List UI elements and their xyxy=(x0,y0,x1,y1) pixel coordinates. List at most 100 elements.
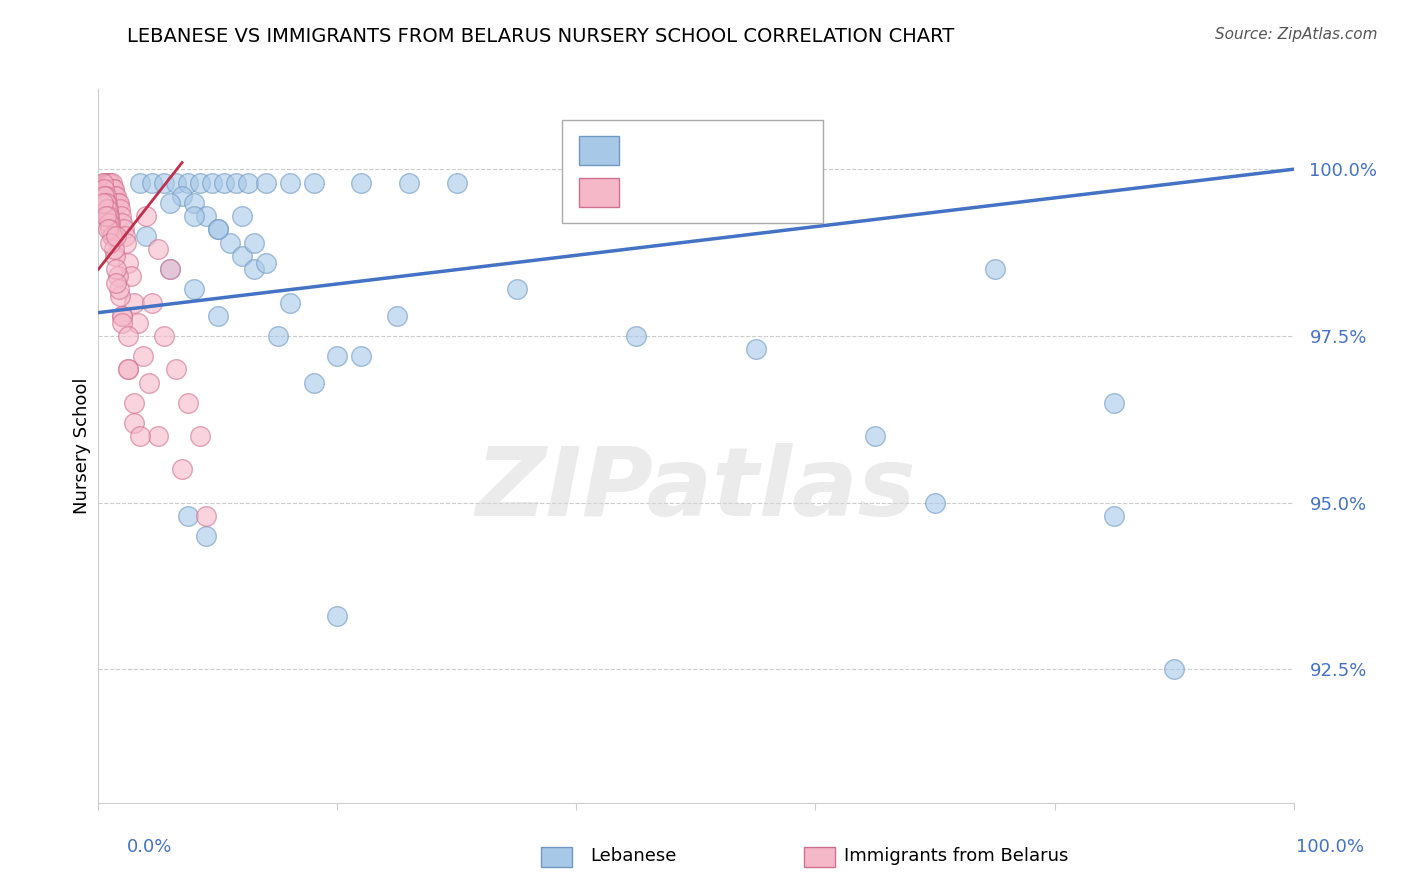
Point xyxy=(165,176,187,190)
Point xyxy=(177,509,200,524)
Point xyxy=(350,349,373,363)
Point xyxy=(924,496,946,510)
Point xyxy=(94,209,117,223)
Point xyxy=(98,209,121,223)
Text: LEBANESE VS IMMIGRANTS FROM BELARUS NURSERY SCHOOL CORRELATION CHART: LEBANESE VS IMMIGRANTS FROM BELARUS NURS… xyxy=(127,27,953,45)
Point xyxy=(984,262,1007,277)
Point xyxy=(114,228,136,243)
Point xyxy=(108,289,131,303)
Y-axis label: Nursery School: Nursery School xyxy=(73,377,91,515)
Point xyxy=(124,395,146,409)
Point xyxy=(254,255,277,269)
Point xyxy=(201,176,224,190)
Text: Lebanese: Lebanese xyxy=(591,847,676,865)
Point xyxy=(195,509,218,524)
Text: Immigrants from Belarus: Immigrants from Belarus xyxy=(844,847,1069,865)
Point xyxy=(745,343,768,357)
Point xyxy=(1163,662,1185,676)
Point xyxy=(127,316,149,330)
Point xyxy=(120,268,142,283)
Point xyxy=(243,262,266,277)
Point xyxy=(148,429,170,443)
Point xyxy=(93,176,115,190)
Point xyxy=(107,282,129,296)
Point xyxy=(117,329,139,343)
Point xyxy=(446,176,468,190)
Point xyxy=(326,349,349,363)
Point xyxy=(115,235,138,250)
Point xyxy=(153,176,176,190)
Point xyxy=(188,429,211,443)
Point xyxy=(1104,395,1126,409)
Point xyxy=(159,262,181,277)
Point xyxy=(110,209,132,223)
Point xyxy=(236,176,259,190)
Point xyxy=(195,209,218,223)
Point xyxy=(111,316,134,330)
Point xyxy=(94,176,117,190)
Point xyxy=(98,176,121,190)
Point xyxy=(96,195,118,210)
Point xyxy=(135,209,157,223)
Text: Source: ZipAtlas.com: Source: ZipAtlas.com xyxy=(1215,27,1378,42)
Point xyxy=(865,429,887,443)
Point xyxy=(105,189,128,203)
Point xyxy=(159,195,181,210)
Text: 100.0%: 100.0% xyxy=(1296,838,1364,856)
Point xyxy=(97,209,120,223)
Point xyxy=(91,195,114,210)
Point xyxy=(278,176,301,190)
Point xyxy=(231,209,253,223)
Point xyxy=(129,176,152,190)
Point xyxy=(172,462,194,476)
Point xyxy=(105,276,128,290)
Point xyxy=(96,176,118,190)
Point xyxy=(124,295,146,310)
Point xyxy=(188,176,211,190)
Point xyxy=(131,349,153,363)
Point xyxy=(98,216,121,230)
Point xyxy=(108,202,131,217)
Point xyxy=(98,176,122,190)
Point xyxy=(225,176,247,190)
Point xyxy=(135,228,157,243)
Point xyxy=(148,242,170,256)
Point xyxy=(105,262,128,277)
Point xyxy=(165,362,187,376)
Text: ZIPatlas: ZIPatlas xyxy=(475,442,917,536)
Point xyxy=(183,282,205,296)
Point xyxy=(138,376,160,390)
Point xyxy=(103,242,125,256)
Point xyxy=(96,202,118,217)
Point xyxy=(107,268,129,283)
Point xyxy=(100,228,122,243)
Point xyxy=(385,309,409,323)
Point xyxy=(219,235,242,250)
Point xyxy=(107,195,129,210)
Point xyxy=(207,222,229,236)
Point xyxy=(93,182,115,196)
Point xyxy=(94,195,117,210)
Point xyxy=(231,249,253,263)
Point xyxy=(177,395,200,409)
Point xyxy=(141,176,163,190)
Point xyxy=(117,362,139,376)
Point xyxy=(195,529,218,543)
Point xyxy=(183,195,205,210)
Point xyxy=(98,235,122,250)
Point xyxy=(117,362,139,376)
Point xyxy=(98,222,122,236)
Point xyxy=(207,309,229,323)
Point xyxy=(254,176,277,190)
Point xyxy=(243,235,266,250)
Point xyxy=(104,189,127,203)
Point xyxy=(94,189,117,203)
Point xyxy=(1104,509,1126,524)
Point xyxy=(302,176,325,190)
Point xyxy=(91,176,114,190)
Point xyxy=(107,195,129,210)
Point xyxy=(105,228,128,243)
Point xyxy=(398,176,420,190)
Point xyxy=(159,262,181,277)
Point xyxy=(111,309,134,323)
